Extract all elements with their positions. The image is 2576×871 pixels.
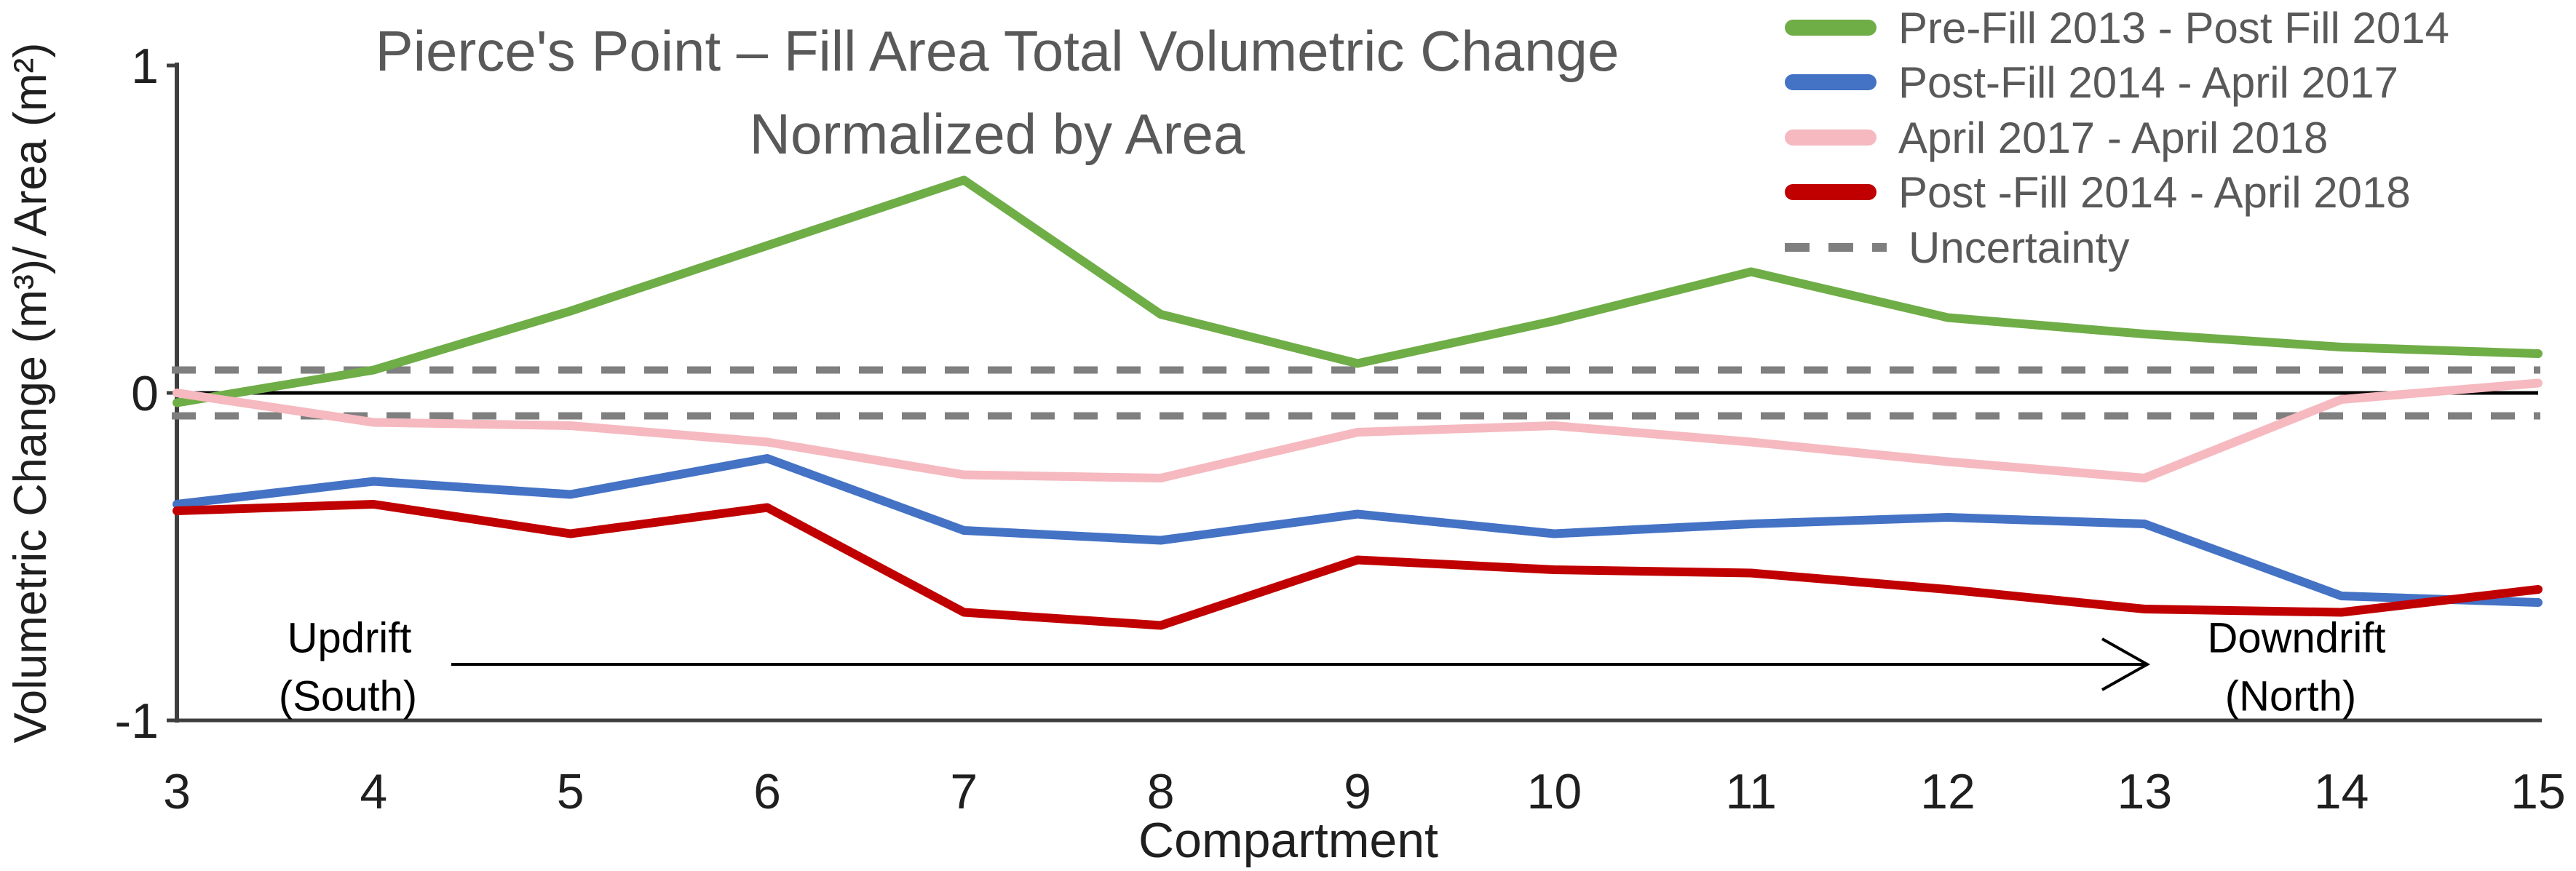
annotation-downdrift-north: (North) xyxy=(2224,672,2357,720)
legend-label: Post -Fill 2014 - April 2018 xyxy=(1898,167,2411,217)
legend-label: Pre-Fill 2013 - Post Fill 2014 xyxy=(1898,3,2449,52)
drift-arrow-head xyxy=(2101,637,2151,691)
series-line-3 xyxy=(173,500,2543,630)
series-line-0 xyxy=(173,175,2543,407)
legend-swatch-blue-line xyxy=(1785,74,1876,90)
x-axis-title: Compartment xyxy=(1138,813,1438,868)
x-tick-label: 7 xyxy=(950,764,978,819)
x-tick-label: 4 xyxy=(360,764,387,819)
legend-item-uncertainty: Uncertainty xyxy=(1785,220,2129,275)
legend-item-prefill: Pre-Fill 2013 - Post Fill 2014 xyxy=(1785,0,2449,55)
x-tick-label: 14 xyxy=(2314,764,2369,819)
x-tick-label: 3 xyxy=(163,764,191,819)
x-tick-label: 11 xyxy=(1725,764,1777,819)
chart-title-line-1: Pierce's Point – Fill Area Total Volumet… xyxy=(375,19,1620,83)
legend-swatch-dashed-line xyxy=(1785,243,1887,252)
legend-item-postfill-2018: Post -Fill 2014 - April 2018 xyxy=(1785,164,2411,220)
y-axis-title: Volumetric Change (m³)/ Area (m²) xyxy=(5,42,56,744)
legend-swatch-pink-line xyxy=(1785,130,1876,146)
x-tick-label: 6 xyxy=(753,764,781,819)
y-tick-label: 0 xyxy=(131,366,159,421)
y-tick-label: 1 xyxy=(131,39,159,94)
series-line-1 xyxy=(173,454,2543,607)
chart-title-line-2: Normalized by Area xyxy=(749,102,1245,166)
legend-label: April 2017 - April 2018 xyxy=(1898,113,2329,162)
legend-label: Post-Fill 2014 - April 2017 xyxy=(1898,57,2399,107)
x-tick-label: 13 xyxy=(2117,764,2173,819)
x-tick-label: 12 xyxy=(1920,764,1975,819)
legend-swatch-red-line xyxy=(1785,184,1876,200)
annotation-updrift-south: (South) xyxy=(278,672,418,720)
legend-label: Uncertainty xyxy=(1909,223,2130,272)
x-tick-label: 15 xyxy=(2510,764,2566,819)
x-tick-label: 5 xyxy=(557,764,584,819)
legend-item-postfill-2017: Post-Fill 2014 - April 2017 xyxy=(1785,55,2398,110)
annotation-downdrift: Downdrift xyxy=(2207,614,2386,662)
legend-swatch-green-line xyxy=(1785,20,1876,36)
x-tick-label: 10 xyxy=(1527,764,1582,819)
x-tick-label: 9 xyxy=(1344,764,1371,819)
annotation-updrift: Updrift xyxy=(287,614,412,662)
legend-item-april-2018: April 2017 - April 2018 xyxy=(1785,110,2328,165)
x-tick-label: 8 xyxy=(1147,764,1175,819)
y-tick-label: -1 xyxy=(115,693,159,749)
series-line-2 xyxy=(173,378,2543,482)
